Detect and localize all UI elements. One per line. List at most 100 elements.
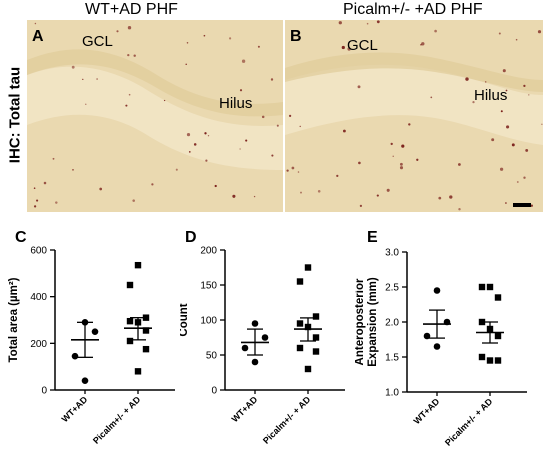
data-point — [126, 337, 134, 345]
panel-letter-e: E — [367, 229, 378, 246]
ihc-side-label: IHC: Total tau — [6, 66, 24, 164]
panel-a-title: WT+AD PHF — [85, 1, 178, 18]
tau-stain-dot — [438, 196, 442, 200]
tau-stain-dot — [342, 129, 346, 133]
data-point — [296, 344, 304, 352]
tau-stain-dot — [465, 77, 469, 81]
tau-stain-dot — [430, 96, 433, 99]
data-point — [142, 345, 150, 353]
tau-stain-dot — [498, 32, 501, 35]
tau-stain-dot — [132, 199, 135, 202]
data-point — [91, 328, 99, 335]
micrograph-b-image — [285, 20, 543, 212]
tau-stain-dot — [537, 30, 542, 34]
data-point — [494, 357, 502, 364]
chart-panel-e: E 1.0 1.5 2.0 2.5 3.0 WT+AD Picalm+/- + AD Anter… — [355, 229, 527, 448]
tau-stain-dot — [458, 163, 461, 166]
tau-stain-dot — [317, 190, 321, 193]
tau-stain-dot — [271, 154, 274, 157]
tau-stain-dot — [85, 103, 87, 105]
tau-stain-dot — [511, 143, 515, 147]
tau-stain-dot — [99, 187, 103, 191]
tau-stain-dot — [239, 89, 243, 92]
data-point — [241, 344, 249, 352]
tau-stain-dot — [36, 199, 39, 202]
scale-bar — [513, 203, 531, 207]
chart-panel-c: C 0 200 400 600 WT+AD Picalm+/- + AD Total area… — [8, 229, 175, 446]
data-point — [142, 327, 150, 334]
tau-stain-dot — [291, 166, 295, 170]
tau-stain-dot — [33, 205, 37, 208]
tau-stain-dot — [151, 183, 154, 186]
x-tick-label: Picalm+/- + AD — [261, 394, 313, 446]
y-axis-label: AnteroposteriorExpansion (mm) — [355, 277, 379, 367]
tau-stain-dot — [434, 29, 437, 33]
tau-stain-dot — [186, 133, 191, 137]
granule-cell-layer — [285, 52, 543, 92]
tau-stain-dot — [128, 93, 131, 96]
tau-stain-dot — [204, 132, 207, 135]
y-tick-label: 1.0 — [385, 388, 399, 399]
tau-stain-dot — [401, 144, 405, 148]
x-tick-label: Picalm+/- + AD — [443, 396, 495, 448]
tau-stain-dot — [214, 184, 217, 188]
y-axis-label: Count — [180, 303, 190, 336]
tau-stain-dot — [125, 104, 128, 107]
tau-stain-dot — [175, 168, 178, 171]
tau-stain-dot — [357, 85, 361, 89]
tau-stain-dot — [133, 54, 136, 57]
tau-stain-dot — [193, 143, 197, 146]
data-point — [296, 278, 304, 285]
data-point — [478, 283, 486, 291]
tau-stain-dot — [232, 194, 236, 198]
data-point — [296, 320, 304, 327]
data-point — [494, 294, 502, 301]
tau-stain-dot — [127, 53, 130, 57]
tau-stain-dot — [288, 114, 292, 118]
tau-stain-dot — [276, 124, 279, 127]
data-point — [486, 283, 494, 291]
y-tick-label: 2.5 — [385, 283, 399, 294]
tau-stain-dot — [205, 159, 208, 162]
data-point — [134, 261, 142, 269]
tau-stain-dot — [472, 100, 475, 104]
tau-stain-dot — [504, 202, 507, 204]
tau-stain-dot — [515, 38, 518, 41]
data-point — [312, 348, 320, 355]
x-tick-label: WT+AD — [60, 394, 90, 424]
granule-cell-layer — [27, 49, 283, 117]
tau-stain-dot — [257, 45, 260, 48]
tau-stain-dot — [127, 26, 132, 30]
tau-stain-dot — [299, 125, 301, 128]
tau-stain-dot — [245, 139, 248, 142]
micrograph-panel-b — [285, 20, 543, 212]
tau-stain-dot — [376, 194, 379, 197]
panel-letter-c: C — [15, 229, 27, 246]
tau-stain-dot — [505, 89, 508, 92]
data-point — [251, 320, 259, 327]
tau-stain-dot — [399, 162, 403, 166]
panel-letter-d: D — [185, 229, 197, 246]
data-point — [304, 365, 312, 373]
y-tick-label: 200 — [30, 339, 47, 350]
tau-stain-dot — [523, 176, 526, 179]
tau-stain-dot — [241, 59, 246, 63]
data-point — [433, 287, 441, 294]
tau-stain-dot — [33, 187, 36, 190]
tau-stain-dot — [297, 171, 300, 173]
y-tick-label: 0 — [211, 386, 217, 397]
x-tick-label: WT+AD — [230, 394, 260, 424]
x-tick-label: Picalm+/- + AD — [91, 394, 143, 446]
y-tick-label: 2.0 — [385, 318, 399, 329]
y-tick-label: 0 — [41, 386, 47, 397]
chart-panel-d: D 0 50 100 150 200 WT+AD Picalm+/- + AD Count — [180, 229, 345, 446]
tau-stain-dot — [34, 22, 37, 25]
tau-stain-dot — [253, 195, 256, 198]
data-point — [71, 352, 79, 360]
tau-stain-dot — [491, 138, 495, 142]
tau-stain-dot — [185, 63, 187, 66]
data-point — [423, 332, 431, 340]
y-tick-label: 1.5 — [385, 353, 399, 364]
tau-stain-dot — [392, 155, 394, 157]
tau-stain-dot — [71, 65, 75, 69]
